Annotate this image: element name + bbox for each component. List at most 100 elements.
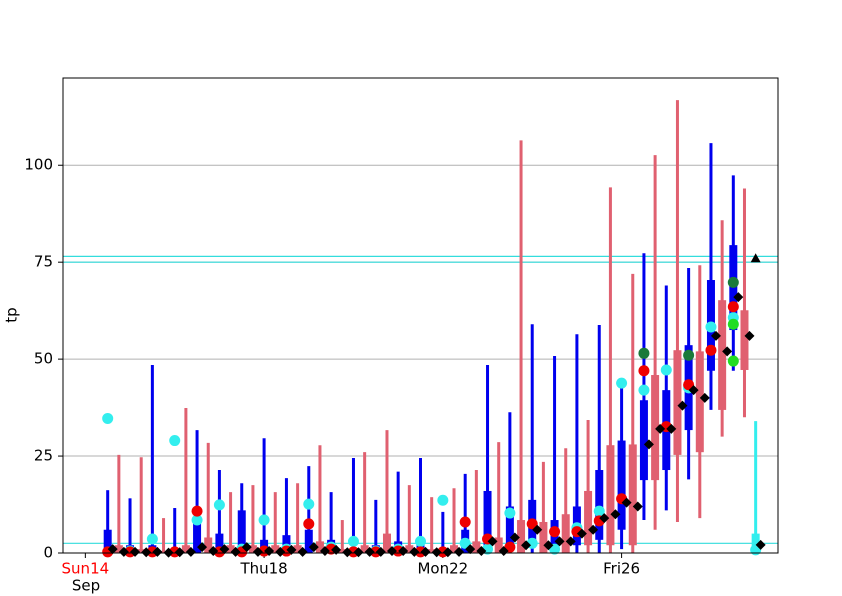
point [727,318,739,330]
point [504,507,516,519]
mean-marker [666,423,677,434]
y-tick-label: 0 [43,544,53,562]
box [293,545,302,553]
box [505,506,514,550]
box [360,545,369,553]
mean-marker [252,546,263,557]
mean-marker [275,546,286,557]
mean-marker [677,400,688,411]
point [660,364,672,376]
mean-marker [264,546,275,557]
mean-marker [308,542,319,553]
mean-marker [643,439,654,450]
mean-marker [599,513,610,524]
point [705,344,717,356]
x-tick-label: Fri26 [603,560,640,578]
point [549,526,561,538]
mean-marker [710,330,721,341]
point [727,276,739,288]
mean-marker [632,501,643,512]
x-tick-label: Mon22 [417,560,468,578]
mean-marker [442,547,453,558]
point [437,494,449,506]
mean-marker [532,524,543,535]
box [561,514,570,553]
box [405,545,414,553]
y-tick-label: 75 [34,253,53,271]
x-tick-label: Thu18 [239,560,287,578]
mean-marker [498,546,509,557]
mean-marker [386,546,397,557]
mean-marker [319,546,330,557]
mean-marker [174,547,185,558]
point [347,535,359,547]
mean-marker [431,547,442,558]
box [114,545,123,553]
point [258,514,270,526]
box [695,351,704,453]
mean-marker [331,544,342,555]
box [215,533,224,553]
box [584,490,593,546]
box [483,490,492,553]
point [213,499,225,511]
box [539,521,548,553]
point [191,505,203,517]
mean-marker [554,536,565,547]
box [628,444,637,546]
mean-marker [543,540,554,551]
mean-marker [722,346,733,357]
mean-marker [342,547,353,558]
box [450,545,459,553]
mean-marker [364,546,375,557]
box [226,545,235,553]
point [459,516,471,528]
point [683,349,695,361]
box [137,549,146,553]
box [472,541,481,553]
box [494,537,503,553]
mean-marker [755,539,766,550]
point [303,518,315,530]
mean-marker [655,423,666,434]
box [204,537,213,553]
mean-marker [588,524,599,535]
mean-marker [521,540,532,551]
box [338,549,347,553]
mean-marker [297,546,308,557]
box [181,545,190,553]
mean-marker [286,544,297,555]
mean-marker [208,546,219,557]
mean-marker [576,528,587,539]
box [193,520,202,553]
mean-marker [353,547,364,558]
box [382,533,391,553]
mean-marker [565,536,576,547]
mean-marker [610,509,621,520]
box [740,310,749,370]
box [304,529,313,553]
point [459,537,471,549]
mean-marker [130,546,141,557]
mean-marker [375,546,386,557]
mean-marker [733,292,744,303]
point [169,435,181,447]
mean-marker [185,546,196,557]
point [638,347,650,359]
mean-marker [465,544,476,555]
point [415,535,426,547]
box [315,541,324,553]
box [718,300,727,410]
point [638,384,650,396]
mean-marker [241,542,252,553]
x-sublabel: Sep [72,577,100,595]
plot-frame [62,77,779,554]
point [593,505,605,517]
mean-marker [152,546,163,557]
mean-marker [141,547,152,558]
point [705,321,717,333]
box [517,520,526,553]
mean-marker [688,385,699,396]
x-tick-label: Sun14 [62,560,110,578]
